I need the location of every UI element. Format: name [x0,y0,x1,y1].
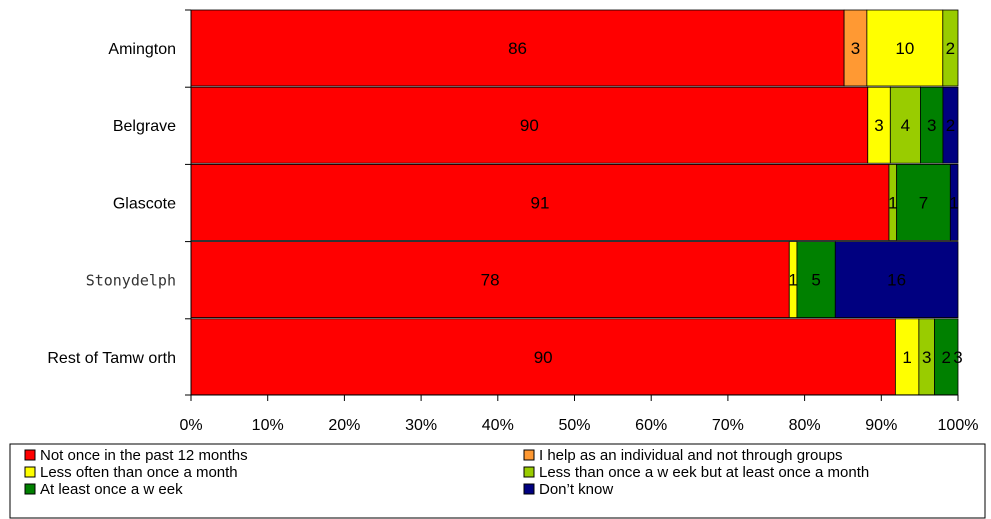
legend-swatch-i-help-as-an-individual-and-not-through-groups [523,449,535,461]
x-tick-label-5: 50% [558,417,590,434]
x-tick-label-1: 10% [252,417,284,434]
legend-box [9,443,986,519]
x-tick-label-9: 90% [865,417,897,434]
bar-amington-less-often-than-once-a-month [866,9,944,87]
x-tick-label-2: 20% [328,417,360,434]
legend-swatch-less-than-once-a-w-eek-but-at-least-once-a-month [523,466,535,478]
bar-amington-not-once-in-the-past-12-months [190,9,845,87]
category-label-rest-of-tamw-orth: Rest of Tamw orth [47,350,176,367]
data-label-stonydelph-don-t-know: 16 [887,271,906,290]
data-label-belgrave-don-t-know: 2 [946,116,955,135]
data-label-glascote-less-than-once-a-w-eek-but-at-least-once-a-month: 1 [888,193,897,212]
legend-label-don-t-know: Don’t know [539,481,613,498]
bar-glascote-at-least-once-a-w-eek [896,163,951,241]
bar-amington-less-than-once-a-w-eek-but-at-least-once-a-month [942,9,959,87]
data-label-belgrave-at-least-once-a-w-eek: 3 [927,116,936,135]
data-label-amington-i-help-as-an-individual-and-not-through-groups: 3 [851,39,860,58]
x-tick-label-0: 0% [179,417,202,434]
legend-swatch-not-once-in-the-past-12-months [24,449,36,461]
bar-rest-of-tamw-orth-not-once-in-the-past-12-months [190,318,896,396]
category-label-glascote: Glascote [113,195,176,212]
data-label-stonydelph-not-once-in-the-past-12-months: 78 [481,271,500,290]
bar-belgrave-less-than-once-a-w-eek-but-at-least-once-a-month [889,86,921,164]
data-label-glascote-not-once-in-the-past-12-months: 91 [531,193,550,212]
data-label-rest-of-tamw-orth-not-once-in-the-past-12-months: 90 [534,348,553,367]
legend-label-less-often-than-once-a-month: Less often than once a month [40,464,238,481]
legend-label-not-once-in-the-past-12-months: Not once in the past 12 months [40,447,248,464]
data-label-glascote-don-t-know: 1 [949,193,958,212]
x-tick-label-3: 30% [405,417,437,434]
legend-label-i-help-as-an-individual-and-not-through-groups: I help as an individual and not through … [539,447,843,464]
x-tick-label-8: 80% [789,417,821,434]
data-label-rest-of-tamw-orth-less-often-than-once-a-month: 1 [902,348,911,367]
x-tick-label-6: 60% [635,417,667,434]
legend-swatch-less-often-than-once-a-month [24,466,36,478]
legend-label-at-least-once-a-w-eek: At least once a w eek [40,481,183,498]
data-label-rest-of-tamw-orth-less-than-once-a-w-eek-but-at-least-once-a-month: 3 [922,348,931,367]
bar-stonydelph-not-once-in-the-past-12-months [190,241,790,319]
bar-stonydelph-at-least-once-a-w-eek [796,241,836,319]
bar-belgrave-don-t-know [942,86,959,164]
category-label-stonydelph: Stonydelph [86,272,176,290]
data-label-stonydelph-less-often-than-once-a-month: 1 [788,271,797,290]
data-label-belgrave-not-once-in-the-past-12-months: 90 [520,116,539,135]
legend-swatch-at-least-once-a-w-eek [24,483,36,495]
x-tick-label-7: 70% [712,417,744,434]
data-label-glascote-at-least-once-a-w-eek: 7 [919,193,928,212]
data-label-belgrave-less-than-once-a-w-eek-but-at-least-once-a-month: 4 [901,116,910,135]
data-label-rest-of-tamw-orth-at-least-once-a-w-eek: 2 [942,348,951,367]
data-label-amington-less-than-once-a-w-eek-but-at-least-once-a-month: 2 [946,39,955,58]
data-label-rest-of-tamw-orth-don-t-know: 3 [953,348,962,367]
bar-glascote-don-t-know [949,163,959,241]
data-label-belgrave-less-often-than-once-a-month: 3 [874,116,883,135]
category-label-belgrave: Belgrave [113,118,176,135]
data-label-amington-less-often-than-once-a-month: 10 [895,39,914,58]
x-tick-label-10: 100% [938,417,979,434]
bar-stonydelph-don-t-know [834,241,959,319]
data-label-amington-not-once-in-the-past-12-months: 86 [508,39,527,58]
category-label-amington: Amington [108,41,176,58]
x-tick-label-4: 40% [482,417,514,434]
bar-glascote-not-once-in-the-past-12-months [190,163,890,241]
data-label-stonydelph-at-least-once-a-w-eek: 5 [811,271,820,290]
legend-swatch-don-t-know [523,483,535,495]
bar-belgrave-not-once-in-the-past-12-months [190,86,869,164]
legend-label-less-than-once-a-w-eek-but-at-least-once-a-month: Less than once a w eek but at least once… [539,464,869,481]
